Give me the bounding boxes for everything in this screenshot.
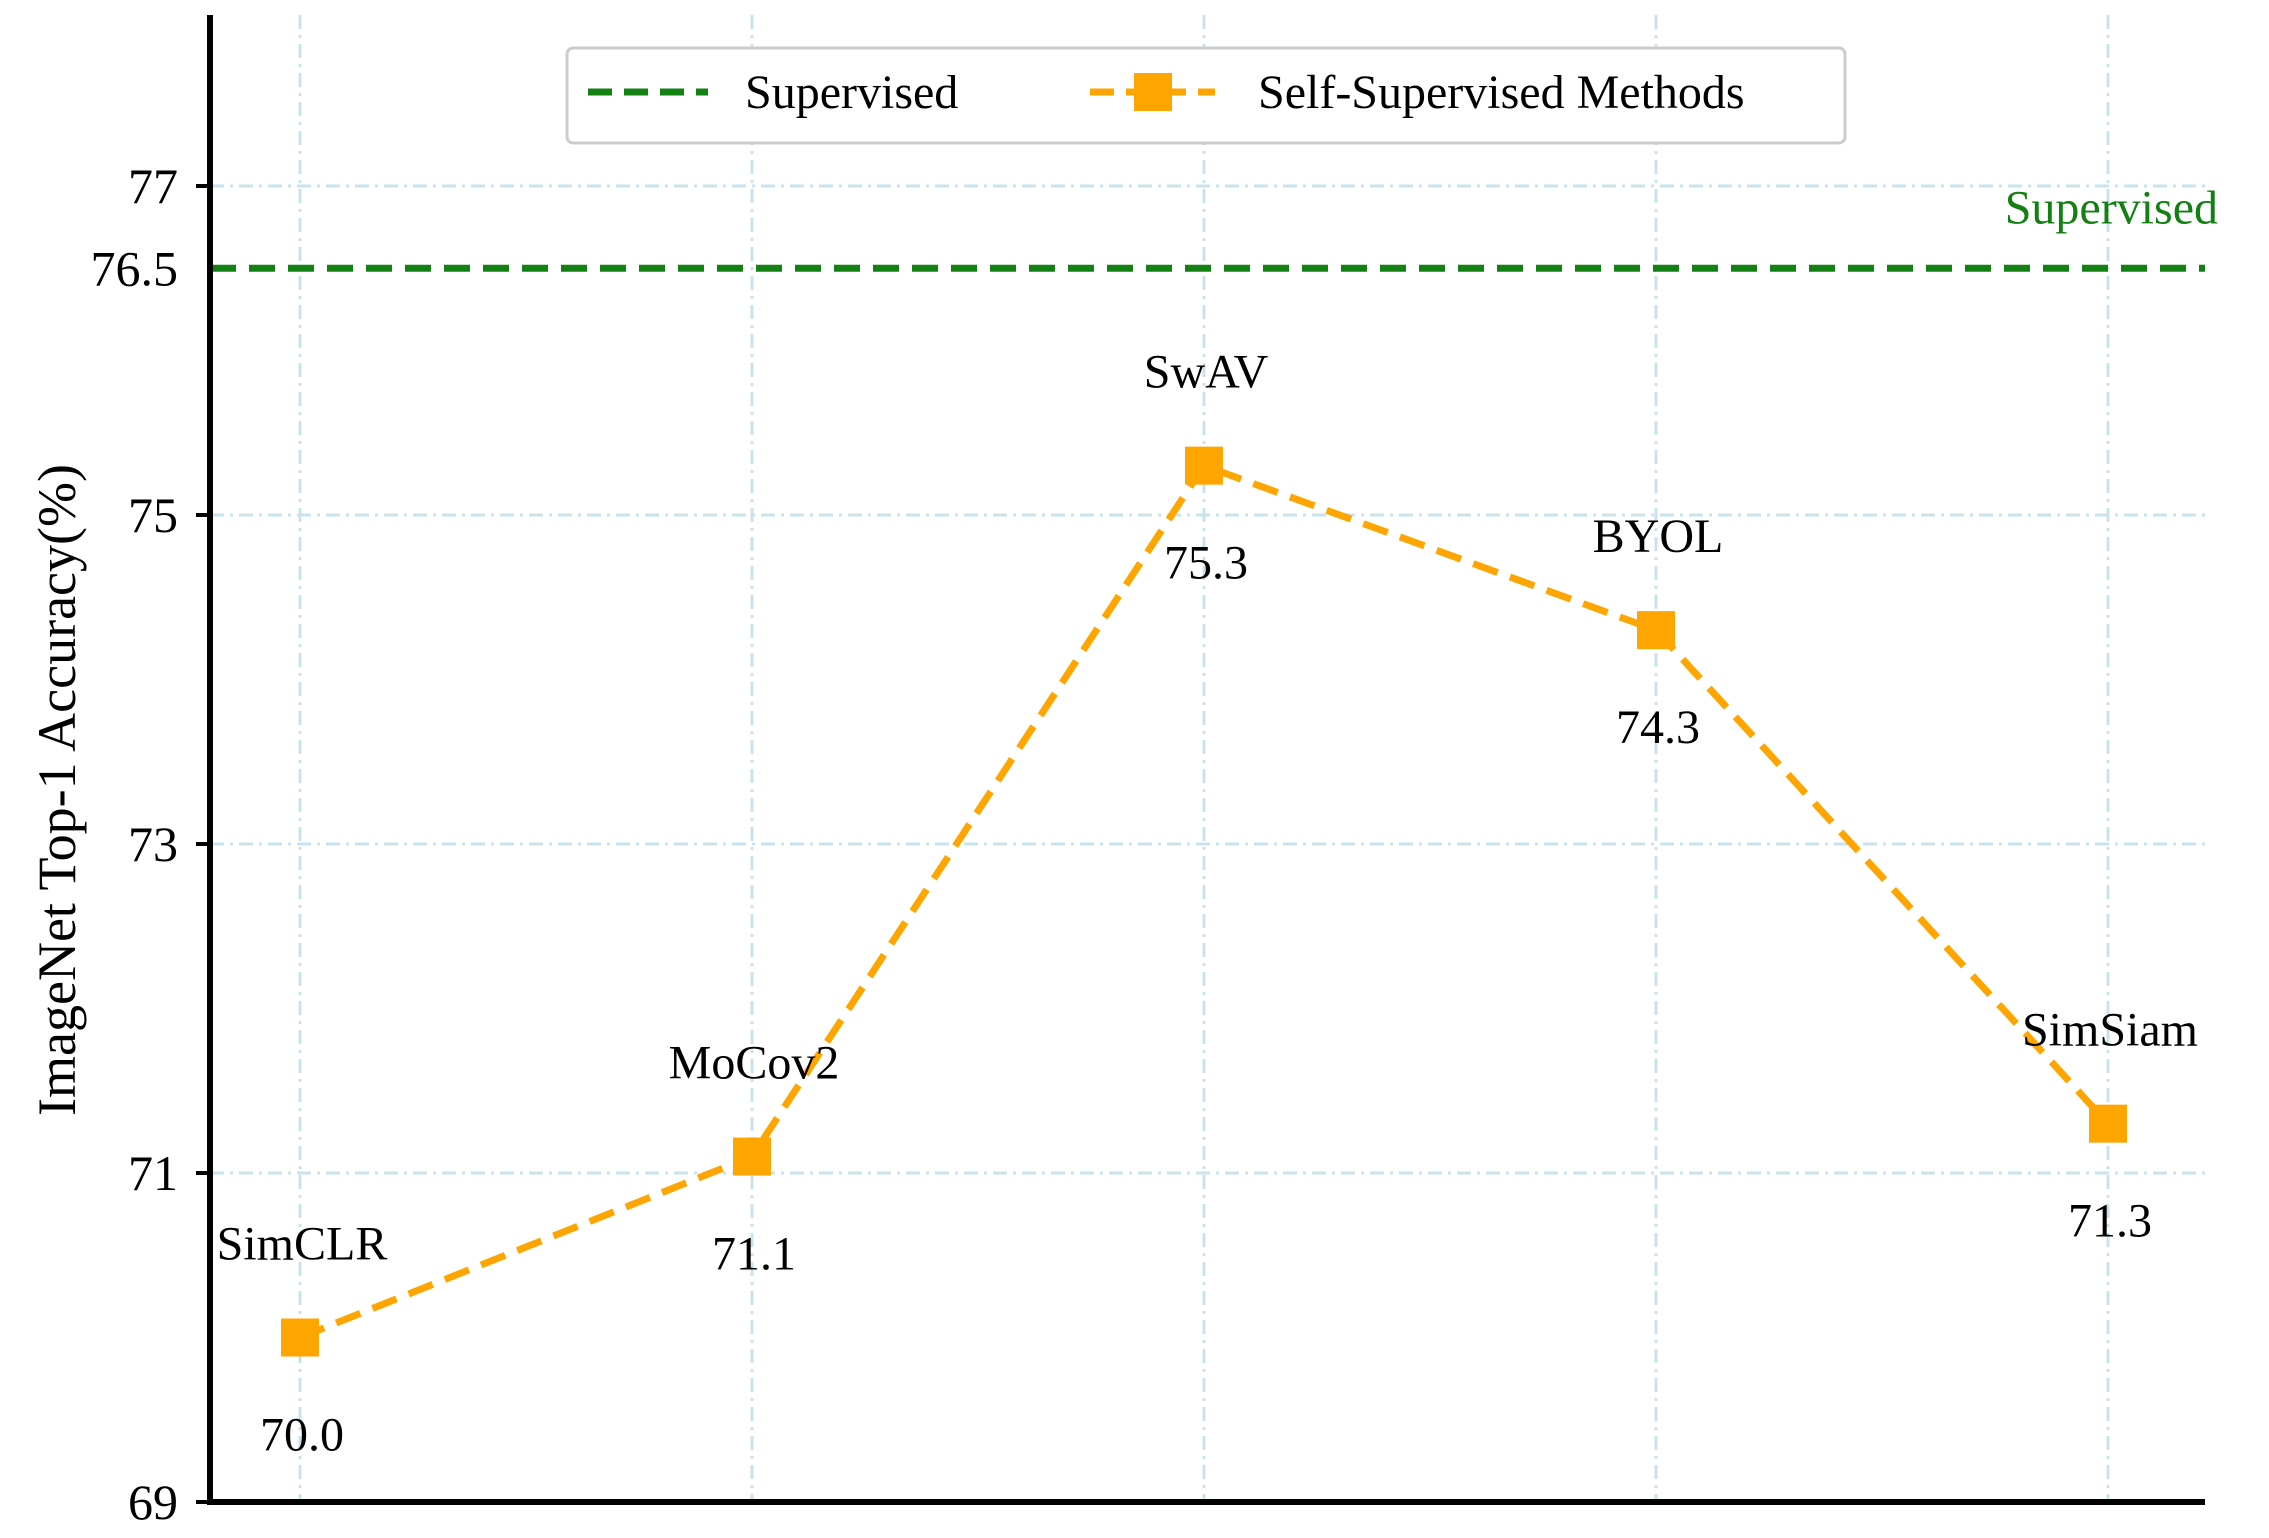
y-tick-label: 69	[128, 1474, 178, 1530]
method-label-mocov2: MoCov2	[669, 1037, 840, 1090]
series-group	[281, 446, 2127, 1357]
method-label-byol: BYOL	[1593, 510, 1724, 563]
data-point-marker-simclr	[281, 1318, 319, 1357]
legend-supervised-label: Supervised	[745, 66, 958, 119]
y-tick-label: 77	[128, 158, 178, 214]
axes	[207, 15, 2205, 1505]
value-label-mocov2: 71.1	[712, 1228, 796, 1281]
value-label-byol: 74.3	[1616, 701, 1700, 754]
y-tick-label: 73	[128, 816, 178, 872]
point-labels: SimCLR 70.0 MoCov2 71.1 SwAV 75.3 BYOL 74.3 SimS…	[217, 346, 2198, 1462]
y-tick-label: 75	[128, 487, 178, 543]
value-label-simsiam: 71.3	[2068, 1195, 2152, 1248]
reference-line-group: 76.5 Supervised	[91, 181, 2219, 296]
data-point-marker-swav	[1185, 446, 1223, 485]
value-label-swav: 75.3	[1164, 537, 1248, 590]
data-point-marker-mocov2	[733, 1137, 771, 1176]
supervised-value-tick-label: 76.5	[91, 240, 179, 296]
legend-self-supervised-label: Self-Supervised Methods	[1258, 66, 1745, 119]
method-label-simsiam: SimSiam	[2022, 1004, 2198, 1057]
method-label-swav: SwAV	[1144, 346, 1269, 399]
y-ticks: 69 71 73 75 77	[128, 158, 210, 1530]
supervised-line-label: Supervised	[2005, 181, 2218, 234]
grid	[210, 15, 2205, 1504]
data-point-marker-byol	[1637, 611, 1675, 650]
y-tick-label: 71	[128, 1145, 178, 1201]
y-axis-title: ImageNet Top-1 Accuracy(%)	[27, 464, 87, 1116]
legend: Supervised Self-Supervised Methods	[565, 46, 1847, 145]
method-label-simclr: SimCLR	[217, 1218, 388, 1271]
value-label-simclr: 70.0	[260, 1409, 344, 1462]
data-point-marker-simsiam	[2089, 1104, 2127, 1143]
legend-self-supervised-marker	[1134, 73, 1172, 111]
